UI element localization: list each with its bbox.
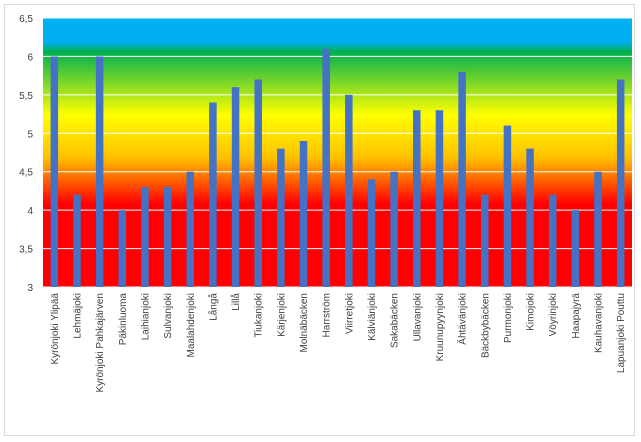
bars — [50, 48, 625, 288]
x-tick-label: Kyrönjoki Ylipää — [50, 293, 61, 365]
bar — [141, 187, 149, 287]
y-tick-label: 5 — [27, 129, 33, 140]
bar — [322, 48, 330, 287]
bar — [95, 56, 104, 287]
bar — [345, 94, 353, 287]
bar — [186, 171, 194, 287]
x-tick-label: Harrström — [322, 293, 333, 337]
y-tick-label: 6 — [27, 52, 33, 63]
x-tick-label: Bäckbybäcken — [480, 293, 491, 358]
x-tick-label: Kärjenjoki — [276, 293, 287, 337]
bar — [50, 56, 59, 287]
x-axis-labels: Kyrönjoki Ylipää Lehmäjoki Kyrönjoki Pahka… — [50, 293, 627, 393]
bar — [594, 171, 602, 287]
x-tick-label: Långå — [207, 293, 219, 321]
x-tick-label: Kälviänjoki — [367, 293, 378, 341]
bar — [390, 171, 398, 287]
x-tick-label: Purmonjoki — [503, 293, 514, 343]
bar — [231, 87, 240, 288]
y-tick-label: 3 — [27, 283, 33, 294]
x-tick-label: Vöyrinjoki — [548, 293, 559, 336]
x-tick-label: Maalahdenjoki — [186, 293, 197, 358]
x-tick-label: Lapuanjoki Pouttu — [616, 293, 627, 373]
y-axis-ticks: 3 3,5 4 4,5 5 5,5 6 6,5 — [19, 14, 33, 294]
x-tick-label: Molnäbäcken — [299, 293, 310, 352]
x-tick-label: Päkinluoma — [118, 293, 129, 346]
gridlines — [43, 17, 632, 288]
chart-frame: 3 3,5 4 4,5 5 5,5 6 6,5 Kyrönjoki Ylipää Lehmäjo… — [4, 4, 635, 436]
x-tick-label: Lillå — [230, 293, 242, 311]
bar — [526, 148, 534, 287]
ph-bar-chart: 3 3,5 4 4,5 5 5,5 6 6,5 Kyrönjoki Ylipää Lehmäjo… — [19, 14, 632, 393]
y-tick-label: 4,5 — [19, 168, 33, 179]
bar — [254, 79, 262, 287]
bar — [299, 140, 308, 287]
x-tick-label: Sulvanjoki — [163, 293, 174, 339]
y-tick-label: 6,5 — [19, 14, 33, 25]
y-tick-label: 3,5 — [19, 245, 33, 256]
x-tick-label: Lehmäjoki — [72, 293, 83, 339]
bar — [73, 194, 81, 287]
x-tick-label: Kruunupyynjoki — [435, 293, 446, 361]
x-tick-label: Laihianjoki — [140, 293, 151, 340]
bar — [616, 79, 625, 287]
bar — [548, 194, 557, 287]
y-tick-label: 5,5 — [19, 91, 33, 102]
x-tick-label: Tiukanjoki — [254, 293, 265, 338]
bar — [481, 194, 489, 287]
bar — [163, 187, 172, 287]
bar — [118, 210, 127, 287]
x-tick-label: Ullavanjoki — [412, 293, 423, 341]
bar — [413, 110, 421, 287]
y-tick-label: 4 — [27, 206, 33, 217]
plot-area-background — [43, 18, 632, 287]
x-tick-label: Ähtävänjoki — [457, 293, 469, 345]
x-tick-label: Kimojoki — [526, 293, 537, 331]
bar — [277, 148, 285, 287]
x-tick-label: Viirretjoki — [344, 293, 355, 334]
x-tick-label: Kyrönjoki Pahkajärven — [95, 293, 106, 393]
bar — [503, 125, 512, 287]
bar — [435, 110, 444, 287]
bar — [209, 102, 217, 288]
bar — [458, 71, 466, 287]
x-tick-label: Kauhavanjoki — [594, 293, 605, 353]
bar — [367, 179, 376, 287]
bar — [571, 210, 580, 287]
x-tick-label: Sakabäcken — [390, 293, 401, 348]
x-tick-label: Haapajyrä — [571, 293, 582, 339]
